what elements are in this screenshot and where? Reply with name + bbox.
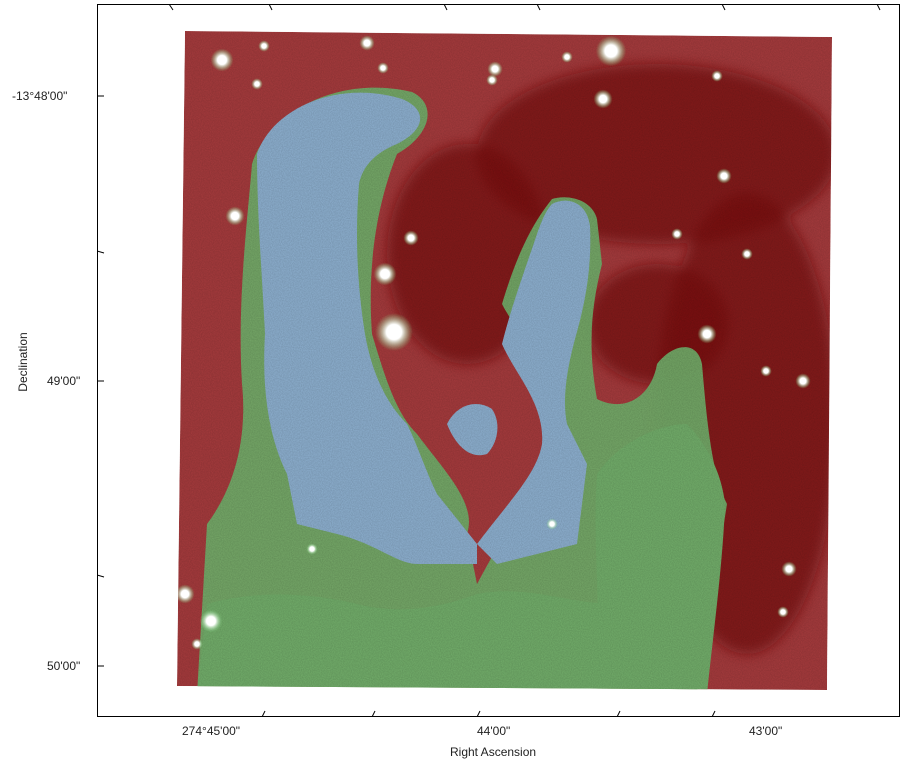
axis-ticks [97, 4, 881, 717]
tick-mark [371, 710, 376, 717]
star-core [492, 66, 498, 72]
star-core [181, 590, 189, 598]
tick-mark [261, 710, 266, 717]
tick-mark [721, 4, 726, 11]
y-axis-title: Declination [16, 332, 30, 392]
star-core [261, 43, 267, 49]
star-core [387, 325, 401, 339]
x-axis-title: Right Ascension [450, 745, 537, 759]
tick-mark [168, 4, 174, 11]
star-core [703, 330, 711, 338]
star-core [786, 566, 792, 572]
star-core [364, 40, 370, 46]
tick-mark [616, 710, 621, 717]
y-tick-label: -13°48'00" [12, 89, 68, 103]
nebula-layers [177, 31, 839, 690]
star-core [564, 54, 570, 60]
x-tick-label: 274°45'00" [182, 724, 241, 738]
x-tick-label: 44'00" [477, 724, 511, 738]
star-core [380, 269, 390, 279]
star-core [599, 95, 607, 103]
tick-mark [97, 574, 105, 578]
star [831, 128, 832, 140]
star-field [177, 35, 839, 650]
tick-mark [476, 710, 481, 717]
star-core [408, 235, 414, 241]
star-core [780, 609, 786, 615]
star-core [254, 81, 260, 87]
star-core [206, 616, 216, 626]
tick-mark [876, 4, 881, 11]
star-core [309, 546, 315, 552]
star-core [800, 378, 806, 384]
star-core [721, 173, 727, 179]
star-core [489, 77, 495, 83]
tick-mark [268, 4, 273, 11]
star-core [217, 55, 227, 65]
star-core [231, 212, 239, 220]
tick-mark [443, 4, 448, 11]
pillars-of-creation-image [97, 4, 881, 717]
star-core [835, 132, 839, 136]
tick-mark [711, 710, 716, 717]
star-core [714, 73, 720, 79]
noise-texture [177, 31, 832, 690]
star-core [194, 641, 200, 647]
x-tick-label: 43'00" [749, 724, 783, 738]
star-core [549, 521, 555, 527]
star-core [380, 65, 386, 71]
y-tick-label: 50'00" [47, 659, 81, 673]
star-core [744, 251, 750, 257]
tick-mark [97, 250, 105, 254]
star-core [674, 231, 680, 237]
star-core [763, 368, 769, 374]
star-core [605, 45, 617, 57]
tick-mark [536, 4, 541, 11]
y-tick-label: 49'00" [47, 374, 81, 388]
